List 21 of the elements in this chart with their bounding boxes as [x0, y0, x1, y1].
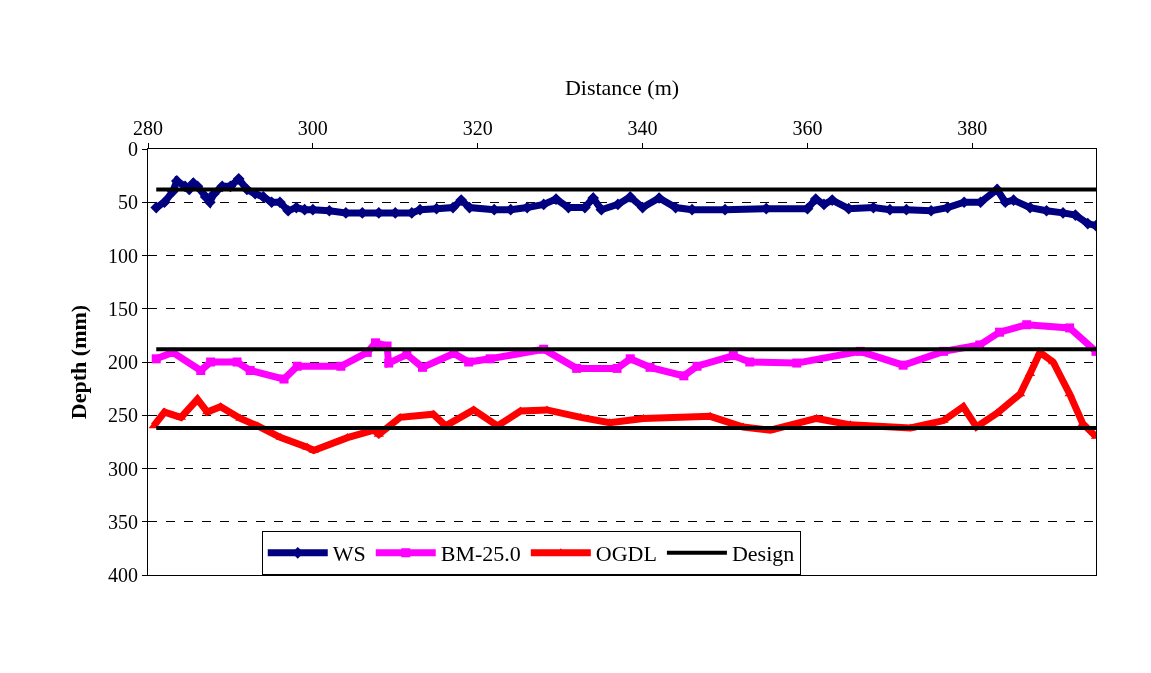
y-tick-label: 0 [128, 138, 138, 160]
y-axis-title: Depth (mm) [65, 304, 91, 420]
x-tick-label: 280 [133, 117, 163, 139]
x-tick-label: 320 [462, 117, 493, 139]
legend-label: BM-25.0 [440, 541, 521, 567]
y-tick-label: 350 [108, 510, 138, 533]
x-tick-label: 360 [792, 117, 823, 139]
legend-label: WS [332, 541, 366, 567]
y-tick-label: 50 [118, 191, 138, 214]
x-tick-label: 300 [297, 117, 328, 139]
x-tick-label: 380 [957, 117, 988, 139]
y-tick-label: 250 [108, 404, 138, 427]
legend-label: OGDL [595, 541, 657, 567]
y-tick-label: 150 [108, 297, 138, 320]
y-tick-label: 300 [108, 457, 138, 480]
x-tick-label: 340 [627, 117, 658, 139]
legend-label: Design [731, 541, 795, 567]
y-tick-label: 200 [108, 351, 138, 373]
y-tick-label: 100 [108, 244, 138, 267]
x-axis-title: Distance (m) [564, 74, 680, 100]
y-tick-label: 400 [108, 564, 138, 586]
